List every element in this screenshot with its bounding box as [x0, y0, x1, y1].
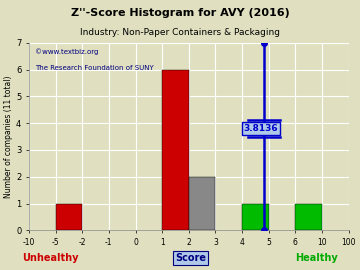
Bar	[242, 204, 269, 230]
Text: Healthy: Healthy	[296, 253, 338, 263]
Text: Score: Score	[175, 253, 206, 263]
Bar	[295, 204, 322, 230]
Y-axis label: Number of companies (11 total): Number of companies (11 total)	[4, 75, 13, 198]
Text: 3.8136: 3.8136	[244, 124, 278, 133]
Text: The Research Foundation of SUNY: The Research Foundation of SUNY	[35, 65, 154, 71]
Text: Z''-Score Histogram for AVY (2016): Z''-Score Histogram for AVY (2016)	[71, 8, 289, 18]
Text: ©www.textbiz.org: ©www.textbiz.org	[35, 48, 99, 55]
Bar	[189, 177, 215, 230]
Text: Unhealthy: Unhealthy	[22, 253, 78, 263]
Bar	[55, 204, 82, 230]
Bar	[162, 70, 189, 230]
Text: Industry: Non-Paper Containers & Packaging: Industry: Non-Paper Containers & Packagi…	[80, 28, 280, 37]
